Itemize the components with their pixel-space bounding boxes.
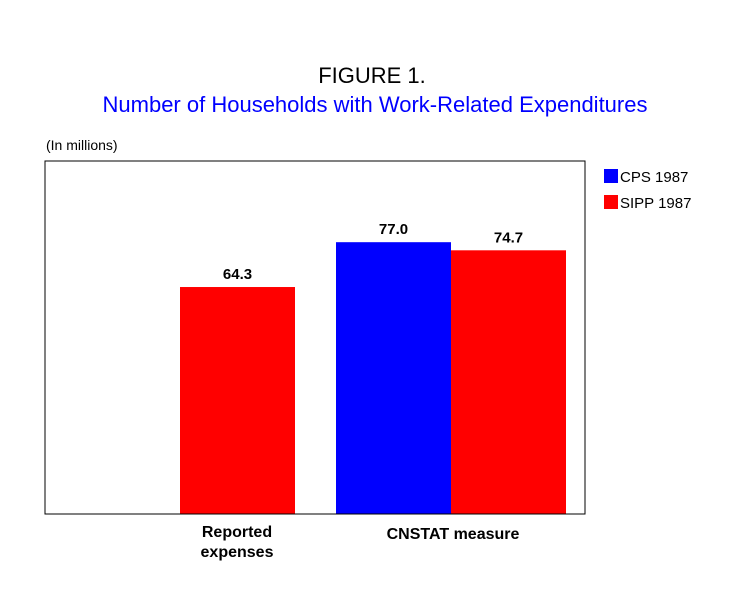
x-tick-label-1: CNSTAT measure — [387, 526, 520, 543]
chart-title: FIGURE 1. — [318, 63, 426, 88]
bar-sipp-1987-cat0 — [180, 287, 295, 514]
legend-label-cps-1987: CPS 1987 — [620, 169, 688, 186]
legend-label-sipp-1987: SIPP 1987 — [620, 195, 691, 212]
legend-swatch-cps-1987 — [604, 169, 618, 183]
legend: CPS 1987 SIPP 1987 — [604, 169, 691, 212]
plot-frame — [44, 160, 586, 515]
tick-labels-layer: Reported expenses CNSTAT measure — [201, 524, 520, 561]
legend-swatch-sipp-1987 — [604, 195, 618, 209]
bar-cps-1987-cat1 — [336, 242, 451, 514]
y-axis-unit-label: (In millions) — [46, 137, 118, 153]
x-tick-label-0: Reported expenses — [201, 524, 274, 561]
value-labels-layer: 64.3 77.0 74.7 — [223, 221, 523, 283]
data-label-sipp-1987-cat1: 74.7 — [494, 229, 523, 246]
data-label-cps-1987-cat1: 77.0 — [379, 221, 408, 238]
bars-layer — [180, 242, 566, 514]
bar-sipp-1987-cat1 — [451, 250, 566, 514]
chart-subtitle: Number of Households with Work-Related E… — [103, 92, 648, 117]
data-label-sipp-1987-cat0: 64.3 — [223, 266, 252, 283]
